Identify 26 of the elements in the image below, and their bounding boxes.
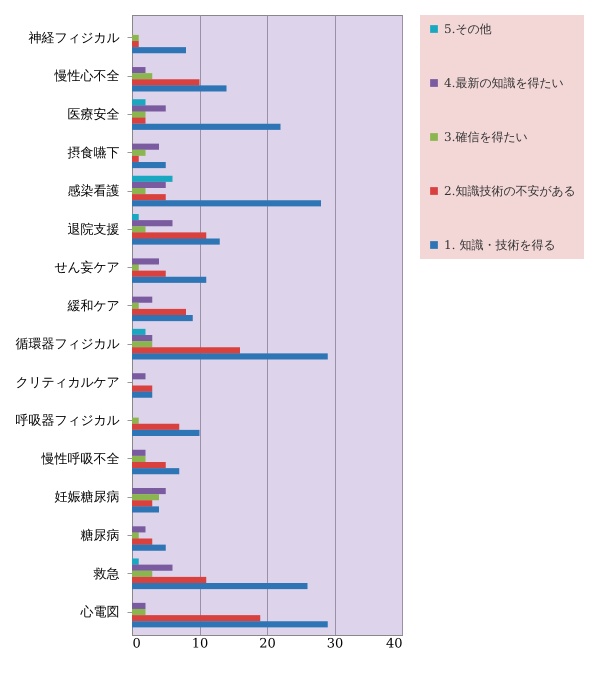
x-tick-label: 40 — [386, 636, 402, 652]
y-tick-label: 呼吸器フィジカル — [16, 414, 120, 429]
x-tick-label: 0 — [132, 636, 141, 652]
y-tick-label: 慢性呼吸不全 — [40, 452, 120, 467]
y-tick-label: 緩和ケア — [66, 298, 120, 314]
x-tick-label: 10 — [192, 636, 208, 652]
legend-label: 4.最新の知識を得たい — [444, 76, 564, 90]
y-tick-label: 医療安全 — [68, 106, 120, 123]
legend-label: 2.知識技術の不安がある — [444, 184, 576, 198]
legend-label: 5.その他 — [444, 22, 492, 36]
x-tick-label: 30 — [326, 636, 344, 652]
y-tick-label: 慢性心不全 — [54, 68, 120, 84]
y-tick-label: クリティカルケア — [16, 375, 120, 390]
x-tick-label: 20 — [259, 636, 276, 652]
y-tick-label: 感染看護 — [68, 184, 120, 200]
y-tick-label: 循環器フィジカル — [16, 337, 120, 352]
y-tick-label: 糖尿病 — [80, 528, 120, 544]
y-tick-label: 妊娠糖尿病 — [54, 490, 120, 506]
y-tick-label: 心電図 — [80, 604, 120, 620]
y-tick-label: 救急 — [92, 566, 120, 582]
y-tick-label: 摂食嚥下 — [68, 146, 120, 161]
legend-label: 1. 知識・技術を得る — [444, 238, 556, 252]
y-tick-label: 退院支援 — [68, 222, 120, 238]
legend-label: 3.確信を得たい — [444, 130, 528, 144]
y-tick-label: 神経フィジカル — [28, 30, 120, 46]
y-tick-label: せん妄ケア — [54, 260, 120, 276]
